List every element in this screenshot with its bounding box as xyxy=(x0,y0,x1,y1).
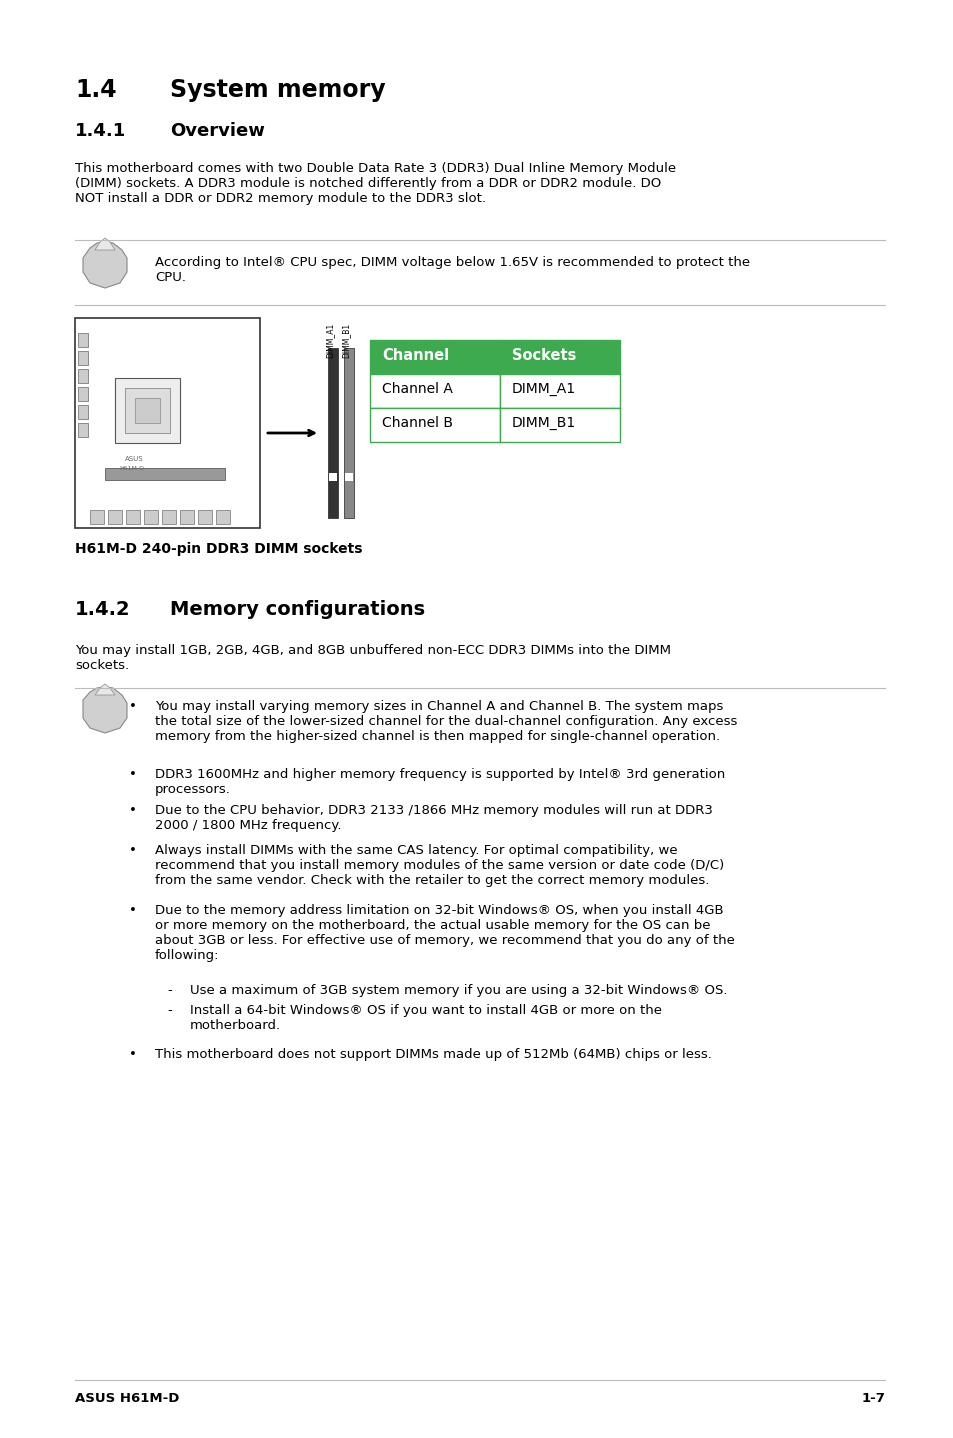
Text: This motherboard comes with two Double Data Rate 3 (DDR3) Dual Inline Memory Mod: This motherboard comes with two Double D… xyxy=(75,162,676,206)
Text: According to Intel® CPU spec, DIMM voltage below 1.65V is recommended to protect: According to Intel® CPU spec, DIMM volta… xyxy=(154,256,749,283)
Bar xyxy=(499,339,619,374)
Polygon shape xyxy=(83,687,127,733)
Bar xyxy=(90,510,104,523)
Polygon shape xyxy=(95,239,115,250)
Text: Channel A: Channel A xyxy=(381,383,453,395)
Bar xyxy=(125,388,170,433)
Text: Due to the memory address limitation on 32-bit Windows® OS, when you install 4GB: Due to the memory address limitation on … xyxy=(154,905,734,962)
Text: 1-7: 1-7 xyxy=(861,1392,884,1405)
Text: •: • xyxy=(129,1048,137,1061)
Text: DIMM_A1: DIMM_A1 xyxy=(512,383,576,395)
Text: Use a maximum of 3GB system memory if you are using a 32-bit Windows® OS.: Use a maximum of 3GB system memory if yo… xyxy=(190,984,727,997)
Bar xyxy=(115,378,180,443)
Bar xyxy=(78,423,88,437)
Text: Due to the CPU behavior, DDR3 2133 /1866 MHz memory modules will run at DDR3
200: Due to the CPU behavior, DDR3 2133 /1866… xyxy=(154,804,712,833)
Text: DIMM_A1: DIMM_A1 xyxy=(325,324,334,358)
Bar xyxy=(78,351,88,365)
Text: Memory configurations: Memory configurations xyxy=(170,600,425,618)
Text: This motherboard does not support DIMMs made up of 512Mb (64MB) chips or less.: This motherboard does not support DIMMs … xyxy=(154,1048,711,1061)
Bar xyxy=(370,408,499,441)
Text: H61M-D: H61M-D xyxy=(119,466,144,472)
Text: System memory: System memory xyxy=(170,78,385,102)
Bar xyxy=(329,473,336,480)
Bar xyxy=(344,348,354,518)
Text: DIMM_B1: DIMM_B1 xyxy=(340,324,350,358)
Text: -: - xyxy=(168,984,172,997)
Bar xyxy=(78,370,88,383)
Bar xyxy=(78,406,88,418)
Bar xyxy=(180,510,193,523)
Text: You may install 1GB, 2GB, 4GB, and 8GB unbuffered non-ECC DDR3 DIMMs into the DI: You may install 1GB, 2GB, 4GB, and 8GB u… xyxy=(75,644,670,672)
Text: 1.4.1: 1.4.1 xyxy=(75,122,126,139)
Bar xyxy=(135,398,160,423)
Text: DIMM_B1: DIMM_B1 xyxy=(512,416,576,430)
Text: Channel B: Channel B xyxy=(381,416,453,430)
Text: •: • xyxy=(129,844,137,857)
Text: 1.4: 1.4 xyxy=(75,78,116,102)
Text: Always install DIMMs with the same CAS latency. For optimal compatibility, we
re: Always install DIMMs with the same CAS l… xyxy=(154,844,723,887)
Polygon shape xyxy=(95,684,115,695)
Text: Sockets: Sockets xyxy=(512,348,576,362)
Text: H61M-D 240-pin DDR3 DIMM sockets: H61M-D 240-pin DDR3 DIMM sockets xyxy=(75,542,362,557)
Bar xyxy=(78,334,88,347)
Text: DDR3 1600MHz and higher memory frequency is supported by Intel® 3rd generation
p: DDR3 1600MHz and higher memory frequency… xyxy=(154,768,724,797)
Bar xyxy=(328,348,337,518)
Bar xyxy=(370,374,499,408)
Bar xyxy=(215,510,230,523)
Bar xyxy=(345,473,353,480)
Bar xyxy=(162,510,175,523)
Text: ASUS: ASUS xyxy=(125,456,144,462)
Bar xyxy=(75,318,260,528)
Text: •: • xyxy=(129,804,137,817)
Text: •: • xyxy=(129,700,137,713)
Text: 1.4.2: 1.4.2 xyxy=(75,600,131,618)
Text: •: • xyxy=(129,905,137,917)
Polygon shape xyxy=(83,242,127,288)
Bar xyxy=(370,339,499,374)
Bar xyxy=(198,510,212,523)
Bar xyxy=(499,374,619,408)
Text: Install a 64-bit Windows® OS if you want to install 4GB or more on the
motherboa: Install a 64-bit Windows® OS if you want… xyxy=(190,1004,661,1032)
Text: ASUS H61M-D: ASUS H61M-D xyxy=(75,1392,179,1405)
Text: -: - xyxy=(168,1004,172,1017)
Bar xyxy=(78,387,88,401)
Bar xyxy=(126,510,140,523)
Text: Overview: Overview xyxy=(170,122,265,139)
Bar xyxy=(144,510,158,523)
Text: You may install varying memory sizes in Channel A and Channel B. The system maps: You may install varying memory sizes in … xyxy=(154,700,737,743)
Text: Channel: Channel xyxy=(381,348,449,362)
Bar xyxy=(105,467,225,480)
Bar xyxy=(499,408,619,441)
Bar xyxy=(108,510,122,523)
Text: •: • xyxy=(129,768,137,781)
